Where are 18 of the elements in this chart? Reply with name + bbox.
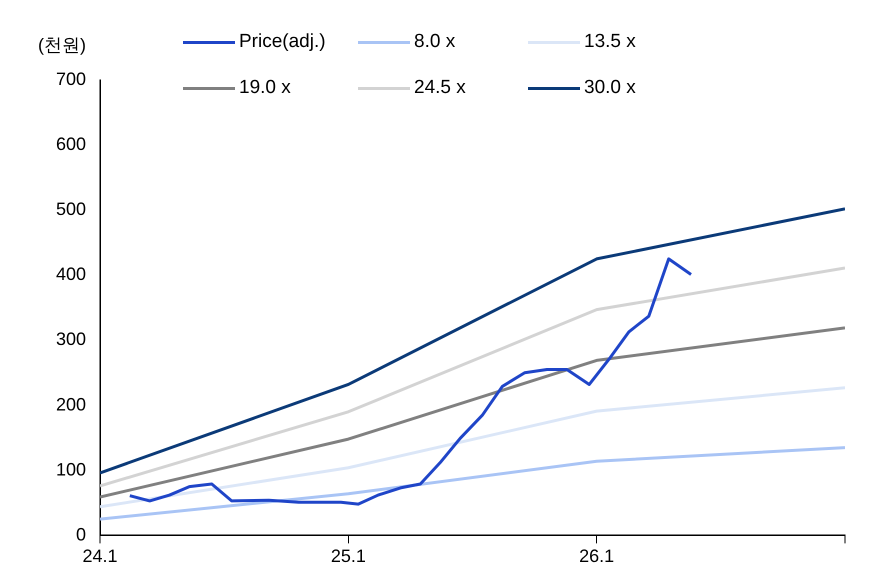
y-tick-label: 400 (56, 264, 86, 284)
legend-label: 13.5 x (584, 31, 636, 53)
y-tick-label: 700 (56, 68, 86, 89)
x-tick-label: 26.1 (579, 546, 614, 566)
y-tick-label: 500 (56, 199, 86, 220)
legend-label: 8.0 x (414, 31, 456, 53)
y-tick-label: 200 (56, 394, 86, 414)
legend-label: 19.0 x (239, 77, 291, 99)
legend-label: 24.5 x (414, 77, 466, 99)
y-tick-label: 100 (56, 459, 86, 480)
y-tick-label: 0 (76, 524, 86, 544)
legend-label: 30.0 x (584, 77, 636, 99)
legend-label: Price(adj.) (239, 31, 326, 53)
x-tick-label: 25.1 (330, 546, 366, 566)
x-tick-label: 24.1 (82, 546, 118, 566)
y-tick-label: 600 (56, 134, 86, 154)
y-axis-title: (천원) (38, 34, 86, 55)
y-tick-label: 300 (56, 329, 86, 350)
